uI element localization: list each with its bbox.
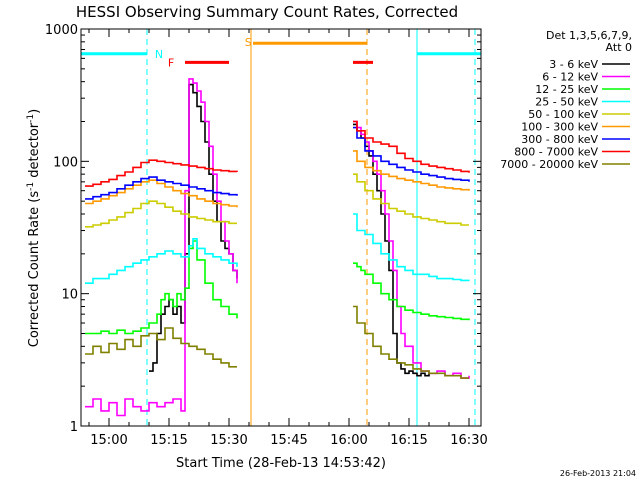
series-line-25-50-kev xyxy=(353,213,470,282)
legend-entry-label: 12 - 25 keV xyxy=(535,83,598,96)
y-tick-label: 1000 xyxy=(45,23,78,38)
legend-entry-label: 50 - 100 keV xyxy=(528,108,598,121)
x-tick-label: 16:00 xyxy=(330,433,367,448)
flag-label: S xyxy=(245,36,252,49)
legend-entry-label: 800 - 7000 keV xyxy=(514,146,598,159)
legend-entry-label: 6 - 12 keV xyxy=(542,71,598,84)
flag-label: F xyxy=(168,56,174,69)
x-tick-label: 16:15 xyxy=(390,433,427,448)
y-tick-label: 10 xyxy=(61,288,78,303)
y-axis-label: Corrected Count Rate (s-1 detector-1) xyxy=(26,109,42,347)
series-line-6-12-kev xyxy=(353,120,470,379)
annotation-layer: NF S xyxy=(81,29,481,426)
y-tick-label: 100 xyxy=(53,155,78,170)
y-tick-label: 1 xyxy=(70,420,78,435)
series-line-800-7000-kev xyxy=(85,159,238,187)
x-tick-label: 15:45 xyxy=(270,433,307,448)
x-tick-label: 15:30 xyxy=(210,433,247,448)
series-line-12-25-kev xyxy=(85,240,238,335)
series-line-100-300-kev xyxy=(85,179,238,208)
legend-entry-label: 300 - 800 keV xyxy=(521,133,598,146)
footer-timestamp: 26-Feb-2013 21:04 xyxy=(560,469,636,478)
x-tick-label: 15:00 xyxy=(90,433,127,448)
series-line-6-12-kev xyxy=(85,78,238,417)
series-line-12-25-kev xyxy=(353,262,470,321)
legend-header: Att 0 xyxy=(606,41,632,54)
series-layer xyxy=(85,78,470,417)
legend-entry-label: 100 - 300 keV xyxy=(521,121,598,134)
chart-title: HESSI Observing Summary Count Rates, Cor… xyxy=(76,3,458,21)
series-line-3-6-kev xyxy=(149,83,238,372)
series-line-100-300-kev xyxy=(353,150,470,191)
legend-entry-label: 3 - 6 keV xyxy=(549,58,598,71)
flag-label: N xyxy=(155,48,163,61)
axes-layer: 15:00 15:15 15:30 15:45 16:00 16:15 16:30 1 10 10… xyxy=(45,23,488,448)
series-line-300-800-kev xyxy=(85,176,238,200)
series-line-25-50-kev xyxy=(85,238,238,284)
series-line-800-7000-kev xyxy=(353,120,470,173)
series-line-300-800-kev xyxy=(353,126,470,182)
series-line-7000-20000-kev xyxy=(85,327,237,368)
series-line-50-100-kev xyxy=(85,200,237,228)
series-line-7000-20000-kev xyxy=(353,305,469,379)
legend-entry-label: 25 - 50 keV xyxy=(535,96,598,109)
x-axis-label: Start Time (28-Feb-13 14:53:42) xyxy=(176,456,386,471)
legend-entry-label: 7000 - 20000 keV xyxy=(500,158,598,171)
x-tick-label: 15:15 xyxy=(150,433,187,448)
plot-frame xyxy=(80,28,482,427)
x-tick-label: 16:30 xyxy=(450,433,487,448)
legend-header: Det 1,3,5,6,7,9, xyxy=(546,29,632,42)
series-line-50-100-kev xyxy=(353,173,469,226)
